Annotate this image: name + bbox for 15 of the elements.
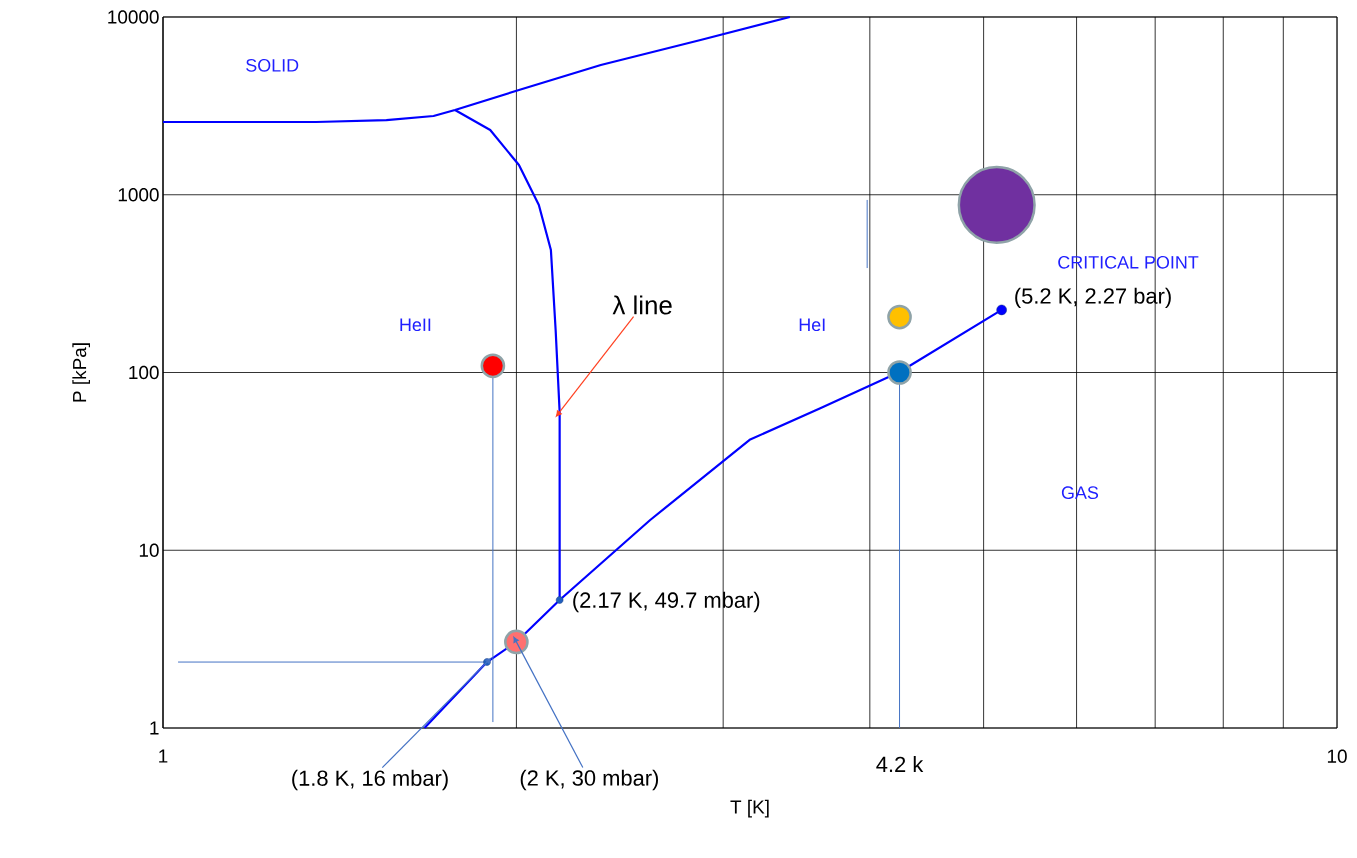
x-axis-title: T [K] xyxy=(730,799,769,818)
y-tick-label: 10 xyxy=(139,543,159,557)
annotation: 4.2 k xyxy=(876,756,924,772)
y-tick-label: 10000 xyxy=(108,10,159,24)
annotation: (2 K, 30 mbar) xyxy=(520,769,659,791)
annotation: (1.8 K, 16 mbar) xyxy=(292,769,448,791)
annotation: SOLID xyxy=(246,58,299,72)
y-tick-label: 1000 xyxy=(118,188,159,202)
y-axis-title: P [kPa] xyxy=(72,343,90,402)
annotation: λ line xyxy=(612,295,672,315)
y-tick-label: 1 xyxy=(150,721,159,735)
annotation: (2.17 K, 49.7 mbar) xyxy=(573,591,760,613)
annotation: HeII xyxy=(400,318,431,332)
y-tick-label: 100 xyxy=(129,365,159,380)
annotation: HeI xyxy=(799,318,825,332)
